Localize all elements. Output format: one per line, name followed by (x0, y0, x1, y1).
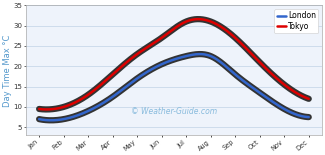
Line: London: London (39, 54, 309, 120)
London (307, 116, 311, 118)
Line: Tokyo: Tokyo (39, 19, 309, 109)
Y-axis label: Day Time Max °C: Day Time Max °C (3, 34, 12, 106)
London (198, 53, 202, 55)
London (126, 85, 130, 86)
Tokyo (145, 47, 149, 49)
London (208, 55, 212, 57)
Tokyo (307, 98, 311, 100)
Tokyo (233, 37, 237, 39)
Tokyo (208, 20, 212, 22)
London (37, 118, 41, 120)
London (145, 71, 149, 73)
London (233, 73, 237, 75)
Tokyo (234, 38, 238, 40)
London (70, 116, 74, 118)
Legend: London, Tokyo: London, Tokyo (274, 9, 318, 33)
Tokyo (45, 108, 48, 110)
Text: © Weather-Guide.com: © Weather-Guide.com (131, 107, 217, 116)
Tokyo (70, 103, 74, 105)
London (234, 75, 238, 76)
Tokyo (37, 108, 41, 110)
Tokyo (196, 18, 200, 20)
London (49, 119, 53, 121)
Tokyo (126, 60, 130, 62)
